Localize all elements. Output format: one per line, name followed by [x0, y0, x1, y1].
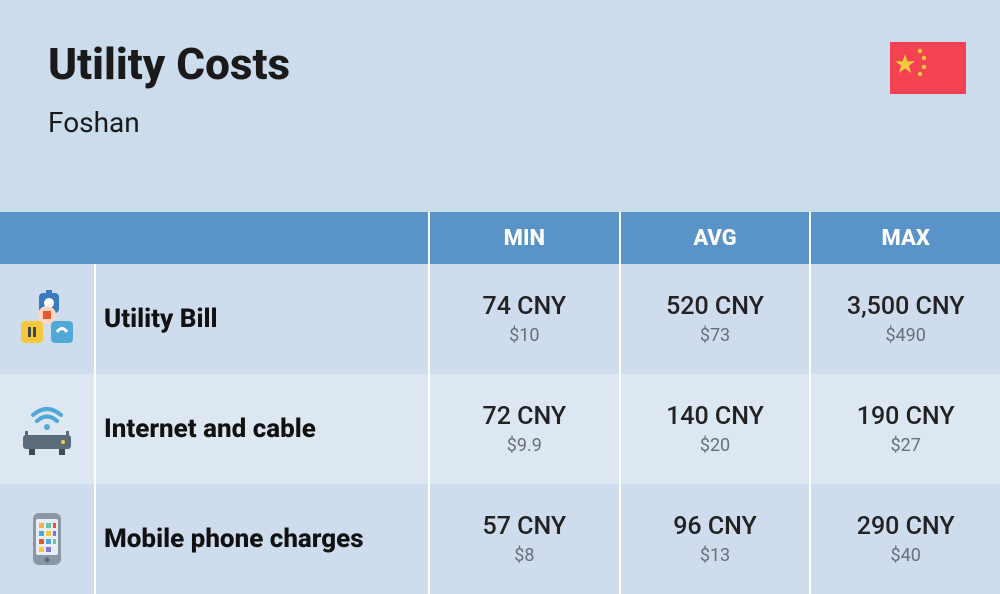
value-usd: $40 — [891, 545, 921, 566]
utilities-icon — [0, 264, 96, 374]
cell-min: 57 CNY $8 — [430, 484, 621, 594]
cell-avg: 520 CNY $73 — [621, 264, 812, 374]
page-subtitle: Foshan — [48, 106, 952, 139]
value-usd: $8 — [514, 545, 534, 566]
china-flag-icon — [890, 42, 966, 94]
row-label: Internet and cable — [96, 374, 430, 484]
value-local: 57 CNY — [483, 512, 567, 541]
table-header-row: MIN AVG MAX — [0, 212, 1000, 264]
value-usd: $10 — [509, 325, 539, 346]
value-usd: $20 — [700, 435, 730, 456]
value-local: 72 CNY — [483, 402, 567, 431]
th-avg: AVG — [621, 212, 812, 264]
value-usd: $73 — [700, 325, 730, 346]
value-local: 290 CNY — [857, 512, 955, 541]
value-local: 140 CNY — [666, 402, 764, 431]
page-title: Utility Costs — [48, 38, 952, 90]
row-label: Utility Bill — [96, 264, 430, 374]
th-blank — [0, 212, 430, 264]
value-local: 190 CNY — [857, 402, 955, 431]
cell-max: 3,500 CNY $490 — [811, 264, 1000, 374]
value-local: 96 CNY — [673, 512, 757, 541]
value-usd: $490 — [885, 325, 925, 346]
cell-max: 190 CNY $27 — [811, 374, 1000, 484]
row-label: Mobile phone charges — [96, 484, 430, 594]
th-max: MAX — [811, 212, 1000, 264]
value-usd: $9.9 — [507, 435, 542, 456]
phone-icon — [0, 484, 96, 594]
table-row: Internet and cable 72 CNY $9.9 140 CNY $… — [0, 374, 1000, 484]
th-min: MIN — [430, 212, 621, 264]
table-row: Utility Bill 74 CNY $10 520 CNY $73 3,50… — [0, 264, 1000, 374]
table-row: Mobile phone charges 57 CNY $8 96 CNY $1… — [0, 484, 1000, 594]
cell-max: 290 CNY $40 — [811, 484, 1000, 594]
value-usd: $27 — [891, 435, 921, 456]
cost-table: MIN AVG MAX Utility Bill 74 CNY $10 — [0, 212, 1000, 594]
cell-avg: 96 CNY $13 — [621, 484, 812, 594]
router-icon — [0, 374, 96, 484]
cell-min: 72 CNY $9.9 — [430, 374, 621, 484]
cell-min: 74 CNY $10 — [430, 264, 621, 374]
value-local: 520 CNY — [666, 292, 764, 321]
value-local: 74 CNY — [483, 292, 567, 321]
cell-avg: 140 CNY $20 — [621, 374, 812, 484]
value-usd: $13 — [700, 545, 730, 566]
header: Utility Costs Foshan — [0, 0, 1000, 212]
value-local: 3,500 CNY — [847, 292, 965, 321]
